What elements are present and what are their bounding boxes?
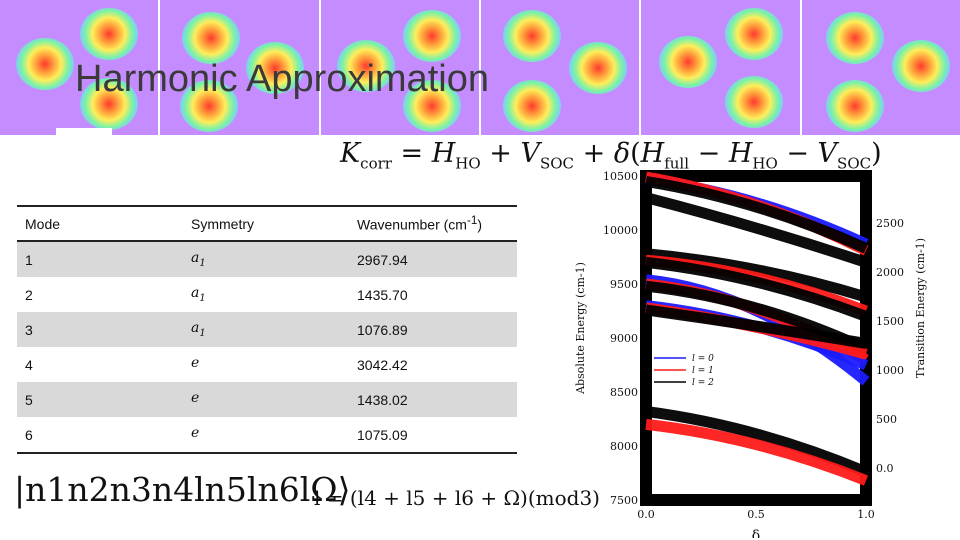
y-tick-label: 10500 — [603, 170, 638, 183]
y2-tick-label: 1000 — [876, 364, 904, 377]
vibrational-modes-table: Mode Symmetry Wavenumber (cm-1) 1 a1 296… — [17, 205, 517, 454]
table-header-row: Mode Symmetry Wavenumber (cm-1) — [17, 205, 517, 242]
orbital-image — [480, 0, 642, 135]
series-line — [644, 192, 868, 268]
x-tick-label: 0.0 — [637, 508, 655, 521]
y2-tick-label: 1500 — [876, 315, 904, 328]
header-wavenumber: Wavenumber (cm-1) — [349, 205, 517, 242]
correction-equation: Kcorr = HHO + VSOC + δ(Hfull − HHO − VSO… — [340, 138, 882, 173]
legend-label: l = 1 — [692, 366, 714, 376]
legend-label: l = 2 — [692, 378, 714, 388]
header-symmetry: Symmetry — [183, 205, 349, 242]
series-line — [645, 405, 869, 477]
table-row: 2 a1 1435.70 — [25, 285, 408, 304]
series-line — [645, 256, 868, 322]
orbital-image — [160, 0, 321, 135]
y-tick-label: 8000 — [610, 440, 638, 453]
y2-tick-label: 2000 — [876, 266, 904, 279]
series-line — [645, 248, 868, 303]
y2-axis-label: Transition Energy (cm-1) — [914, 238, 927, 378]
table-row: 5 e 1438.02 — [17, 382, 517, 417]
orbital-image — [0, 0, 161, 135]
header-mode: Mode — [17, 205, 183, 242]
series-line — [645, 175, 869, 254]
orbital-image — [641, 0, 802, 135]
y2-tick-label: 2500 — [876, 217, 904, 230]
table-row: 1 a1 2967.94 — [17, 241, 517, 277]
x-tick-label: 0.5 — [747, 508, 765, 521]
slide-title: Harmonic Approximation — [75, 58, 489, 100]
series-line — [645, 418, 869, 486]
y-axis-label: Absolute Energy (cm-1) — [574, 262, 587, 395]
energy-chart: 7500 8000 8500 9000 9500 10000 10500 0.0 500 1000… — [574, 170, 927, 538]
y-tick-label: 7500 — [610, 494, 638, 507]
y-tick-label: 9500 — [610, 278, 638, 291]
l-mod-equation: l = (l4 + l5 + l6 + Ω)(mod3) — [314, 486, 600, 510]
x-axis-label: δ — [752, 528, 760, 538]
legend-label: l = 0 — [692, 354, 714, 364]
y-tick-label: 8500 — [610, 386, 638, 399]
series-line — [645, 304, 867, 349]
orbital-banner — [0, 0, 960, 135]
orbital-image — [320, 0, 481, 135]
y2-tick-label: 500 — [876, 413, 897, 426]
table-row: 6 e 1075.09 — [17, 417, 517, 454]
basis-ket: |n1n2n3n4ln5ln6lΩ⟩ — [14, 470, 351, 509]
y2-tick-label: 0.0 — [876, 462, 894, 475]
table-row: 4 e 3042.42 — [25, 355, 408, 373]
x-tick-label: 1.0 — [857, 508, 875, 521]
table-row: 3 a1 1076.89 — [17, 312, 517, 347]
y-tick-label: 10000 — [603, 224, 638, 237]
orbital-image — [801, 0, 960, 135]
title-underline-tab — [56, 128, 112, 138]
y-tick-label: 9000 — [610, 332, 638, 345]
